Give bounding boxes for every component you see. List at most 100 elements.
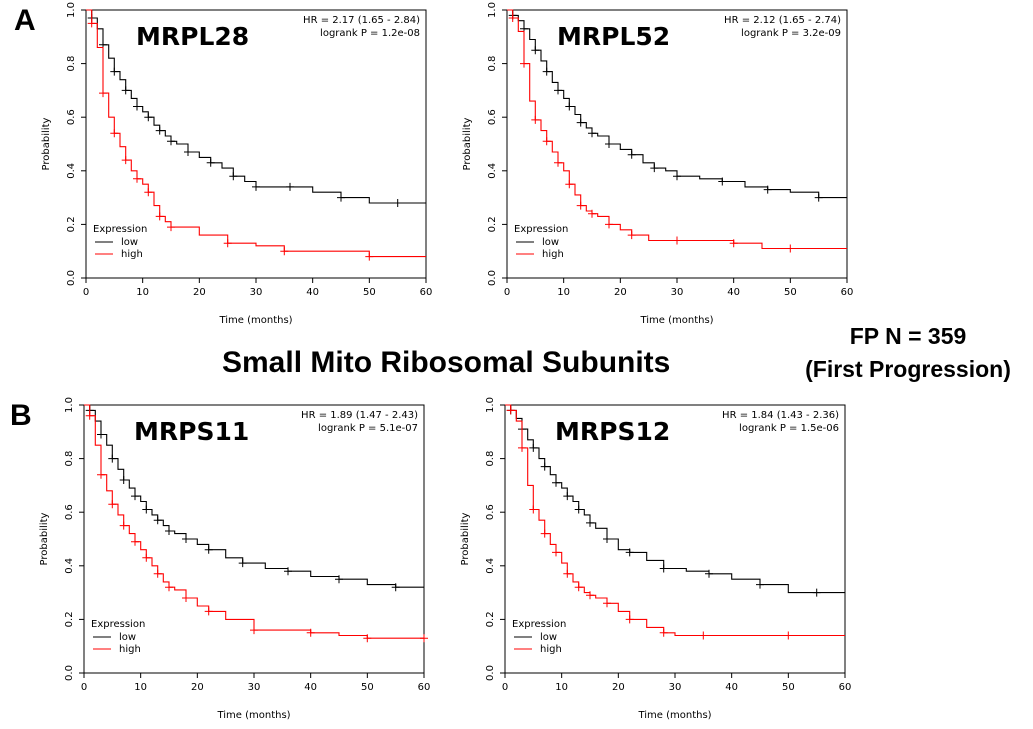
censor-mark-low	[540, 462, 549, 471]
km-plot-mrpl28: 0 10 20 30 40 50 60 0.0 0.2 0.4 0.6 0.8 1.0 Time (mon…	[41, 2, 432, 326]
censor-mark-low	[142, 505, 151, 514]
censor-mark-low	[763, 185, 772, 194]
censor-mark-high	[576, 201, 585, 210]
legend-label-low: low	[119, 632, 136, 643]
x-tick-label: 0	[502, 682, 508, 693]
series-high-curve	[505, 404, 845, 637]
y-tick-label: 0.2	[66, 216, 77, 232]
censor-mark-low	[133, 102, 141, 111]
censor-mark-high	[363, 634, 372, 643]
censor-mark-high	[420, 634, 428, 643]
censor-mark-high	[542, 137, 551, 146]
x-tick-label: 10	[557, 287, 570, 298]
y-tick-label: 1.0	[485, 397, 496, 413]
x-tick-label: 60	[418, 682, 431, 693]
legend-title: Expression	[91, 619, 145, 630]
legend-title: Expression	[514, 224, 568, 235]
hazard-ratio: HR = 2.17 (1.65 - 2.84)	[303, 15, 420, 26]
y-tick-label: 0.8	[64, 451, 75, 467]
censor-mark-low	[204, 545, 213, 554]
censor-mark-high	[786, 244, 795, 253]
censor-mark-high	[531, 115, 540, 124]
censor-mark-high	[85, 411, 94, 420]
censor-mark-high	[223, 239, 232, 248]
censor-mark-low	[586, 518, 594, 527]
censor-mark-low	[337, 193, 345, 202]
censor-mark-low	[718, 177, 727, 186]
censor-mark-low	[627, 150, 636, 159]
censor-mark-low	[286, 182, 294, 191]
logrank-p: logrank P = 1.2e-08	[320, 28, 420, 39]
panel-label-a: A	[14, 4, 36, 37]
y-tick-label: 0.0	[66, 270, 77, 286]
legend-label-low: low	[540, 632, 557, 643]
censor-mark-high	[506, 406, 515, 415]
censor-mark-low	[153, 516, 162, 525]
censor-mark-high	[119, 521, 128, 530]
censor-mark-high	[729, 239, 738, 248]
censor-mark-high	[552, 548, 560, 557]
x-tick-label: 20	[193, 287, 206, 298]
censor-mark-high	[182, 594, 190, 602]
censor-mark-high	[699, 631, 708, 640]
x-tick-label: 50	[363, 287, 376, 298]
x-tick-label: 60	[841, 287, 854, 298]
censor-mark-high	[87, 19, 96, 28]
section-title: Small Mito Ribosomal Subunits	[222, 346, 671, 379]
y-axis-title: Probability	[462, 117, 473, 170]
censor-mark-low	[165, 527, 173, 535]
censor-mark-high	[142, 553, 151, 562]
censor-mark-high	[250, 626, 258, 635]
censor-mark-high	[280, 247, 289, 256]
censor-mark-high	[520, 59, 528, 68]
cohort-description: (First Progression)	[805, 356, 1011, 382]
censor-mark-low	[167, 137, 175, 146]
x-tick-label: 30	[671, 287, 684, 298]
logrank-p: logrank P = 1.5e-06	[739, 423, 839, 434]
censor-mark-high	[659, 628, 668, 637]
x-tick-label: 10	[134, 682, 147, 693]
censor-mark-low	[252, 182, 260, 191]
y-tick-label: 0.8	[487, 56, 498, 72]
censor-mark-high	[99, 89, 107, 98]
censor-mark-low	[659, 564, 668, 573]
censor-mark-low	[673, 172, 681, 181]
censor-mark-low	[563, 492, 572, 501]
hazard-ratio: HR = 1.89 (1.47 - 2.43)	[301, 410, 418, 421]
x-tick-label: 30	[250, 287, 263, 298]
censor-mark-low	[97, 430, 105, 439]
x-tick-label: 40	[304, 682, 317, 693]
panel-label-b: B	[10, 399, 32, 432]
censor-mark-low	[335, 575, 343, 584]
censor-mark-low	[284, 567, 292, 576]
censor-mark-high	[586, 591, 594, 600]
censor-mark-low	[121, 86, 130, 95]
y-tick-label: 0.6	[64, 504, 75, 520]
legend-label-high: high	[121, 249, 143, 260]
censor-mark-high	[365, 252, 374, 261]
x-axis-title: Time (months)	[637, 710, 711, 721]
censor-mark-low	[574, 505, 583, 514]
y-axis-title: Probability	[41, 117, 52, 170]
censor-mark-low	[131, 492, 139, 501]
censor-mark-low	[812, 588, 821, 597]
censor-mark-low	[184, 148, 192, 156]
y-axis-title: Probability	[39, 512, 50, 565]
hazard-ratio: HR = 1.84 (1.43 - 2.36)	[722, 410, 839, 421]
censor-mark-low	[756, 580, 764, 589]
x-tick-label: 30	[248, 682, 261, 693]
y-tick-label: 0.0	[487, 270, 498, 286]
censor-mark-low	[588, 129, 596, 138]
censor-mark-low	[705, 569, 713, 578]
legend-label-high: high	[540, 644, 562, 655]
km-plot-mrpl52: 0 10 20 30 40 50 60 0.0 0.2 0.4 0.6 0.8 1.0 Time (mon…	[462, 2, 854, 326]
censor-mark-high	[131, 537, 139, 546]
y-tick-label: 0.6	[485, 504, 496, 520]
censor-mark-high	[121, 156, 130, 165]
x-tick-label: 40	[727, 287, 740, 298]
series-high-curve	[507, 9, 847, 250]
x-tick-label: 60	[839, 682, 852, 693]
x-tick-label: 50	[782, 682, 795, 693]
legend-title: Expression	[512, 619, 566, 630]
